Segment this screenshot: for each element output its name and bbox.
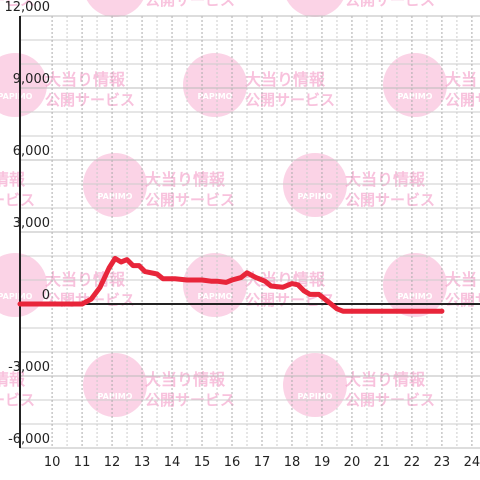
watermark-logo-text: PAPIMO	[298, 0, 333, 1]
watermark-text: 公開サービス	[245, 91, 335, 109]
watermark-text: 大当り情報	[345, 170, 426, 189]
watermark-logo	[183, 253, 247, 317]
watermark-text: 公開サービス	[0, 0, 35, 9]
x-tick-label: 20	[344, 455, 361, 470]
watermark-logo	[283, 153, 347, 217]
watermark-logo	[83, 153, 147, 217]
y-tick-label: 9,000	[13, 72, 50, 87]
watermark-text: 大当り情報	[245, 70, 326, 89]
watermark-logo-text: PAPIMO	[98, 0, 133, 1]
watermark-text: 公開サービス	[345, 0, 435, 9]
x-tick-label: 24	[464, 455, 480, 470]
watermark-logo	[183, 53, 247, 117]
x-tick-label: 13	[134, 455, 151, 470]
watermark-logo-text: PAPIMO	[98, 392, 133, 401]
y-tick-label: 6,000	[13, 144, 50, 159]
watermark-text: 公開サービス	[45, 91, 135, 109]
watermark-text: 大当り情報	[0, 170, 26, 189]
watermark-text: 大当り情報	[145, 370, 226, 389]
x-tick-label: 10	[44, 455, 61, 470]
watermark-logo-text: PAPIMO	[198, 92, 233, 101]
x-tick-label: 15	[194, 455, 211, 470]
watermark-logo-text: PAPIMO	[0, 92, 33, 101]
watermark-logo-text: PAPIMO	[298, 392, 333, 401]
y-tick-label: 12,000	[5, 0, 51, 15]
plot: -6,000 -3,000 0 3,000 6,000 9,000 12,000 10 11 12…	[5, 0, 480, 470]
x-tick-label: 12	[104, 455, 121, 470]
x-tick-label: 11	[74, 455, 91, 470]
watermark-text: 大当り情報	[445, 70, 480, 89]
x-tick-label: 21	[374, 455, 391, 470]
y-tick-label: 0	[42, 288, 50, 303]
watermark-logo	[383, 253, 447, 317]
y-tick-label: -3,000	[8, 360, 50, 375]
watermark-logo-text: PAPIMO	[398, 292, 433, 301]
watermark-text: 公開サービス	[445, 91, 480, 109]
watermark-text: 公開サービス	[345, 191, 435, 209]
x-tick-label: 23	[434, 455, 451, 470]
watermark-logo-text: PAPIMO	[98, 192, 133, 201]
watermark-logo	[0, 53, 47, 117]
watermark-text: 公開サービス	[145, 191, 235, 209]
watermark-text: 公開サービス	[0, 391, 35, 409]
watermark-logo-text: PAPIMO	[198, 292, 233, 301]
watermark-text: 公開サービス	[145, 0, 235, 9]
watermark-logo	[283, 353, 347, 417]
grid	[20, 15, 480, 449]
watermark-logo	[383, 53, 447, 117]
x-tick-label: 16	[224, 455, 241, 470]
x-tick-label: 18	[284, 455, 301, 470]
y-tick-label: 3,000	[13, 216, 50, 231]
x-tick-label: 19	[314, 455, 331, 470]
watermark-logo-text: PAPIMO	[0, 292, 33, 301]
watermark-text: 大当り情報	[45, 70, 126, 89]
watermark-logo	[83, 353, 147, 417]
watermark-logo	[86, 0, 144, 17]
x-tick-label: 17	[254, 455, 271, 470]
watermark-text: 公開サービス	[0, 191, 35, 209]
data-line	[17, 255, 445, 314]
watermark-logo-text: PAPIMO	[298, 192, 333, 201]
x-tick-label: 14	[164, 455, 181, 470]
watermark-logo	[0, 253, 47, 317]
watermark-logo-text: PAPIMO	[398, 92, 433, 101]
watermark-text: 公開サービス	[445, 291, 480, 309]
watermark-logo	[286, 0, 344, 17]
watermark-text: 大当り情報	[345, 370, 426, 389]
x-tick-label: 22	[404, 455, 421, 470]
y-tick-label: -6,000	[8, 432, 50, 447]
